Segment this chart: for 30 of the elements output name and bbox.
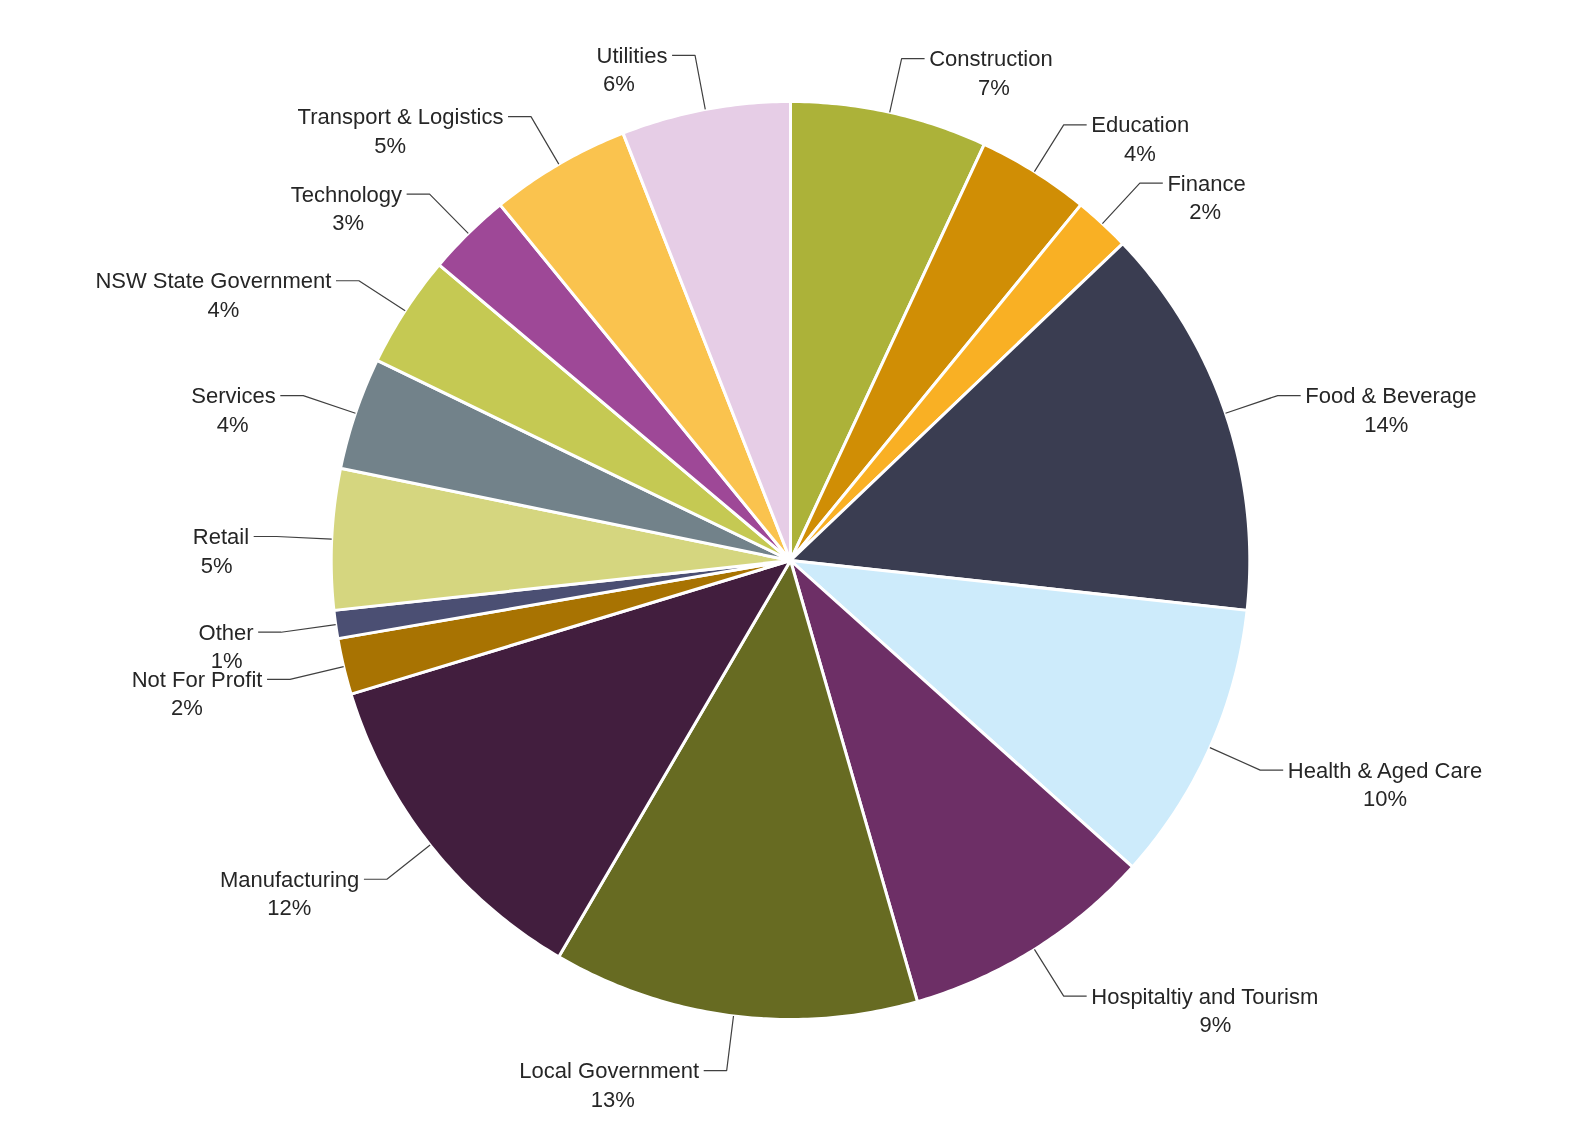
slice-label: Finance [1167, 170, 1246, 196]
slice-label: Retail [192, 524, 250, 550]
data-label: 6% [603, 71, 635, 97]
slice-label: Food & Beverage [1305, 383, 1477, 409]
slice-label: Other [198, 619, 254, 645]
data-label: 9% [1199, 1012, 1232, 1038]
data-label: 13% [590, 1086, 635, 1112]
data-label: 10% [1362, 786, 1407, 812]
data-label: 4% [216, 411, 249, 437]
data-label: 2% [1189, 199, 1222, 225]
data-label: 4% [207, 296, 240, 322]
data-label: 3% [332, 210, 364, 236]
slice-label: Utilities [596, 42, 668, 68]
data-label: 5% [374, 132, 406, 158]
slice-label: Hospitaltiy and Tourism [1091, 983, 1319, 1009]
data-label: 2% [171, 695, 203, 721]
slice-label: NSW State Government [95, 268, 332, 294]
data-label: 5% [200, 552, 233, 578]
slice-label: Technology [290, 181, 403, 207]
data-label: 4% [1123, 140, 1156, 166]
slice-label: Services [191, 383, 276, 409]
slice-label: Health & Aged Care [1287, 757, 1483, 783]
slice-label: Transport & Logistics [297, 104, 504, 130]
slice-label: Construction [929, 46, 1053, 72]
slice-label: Manufacturing [219, 866, 360, 892]
data-label: 14% [1364, 411, 1409, 437]
data-label: 12% [267, 895, 312, 921]
data-label: 7% [978, 74, 1010, 100]
slice-label: Education [1091, 112, 1190, 138]
slice-label: Local Government [519, 1058, 700, 1084]
